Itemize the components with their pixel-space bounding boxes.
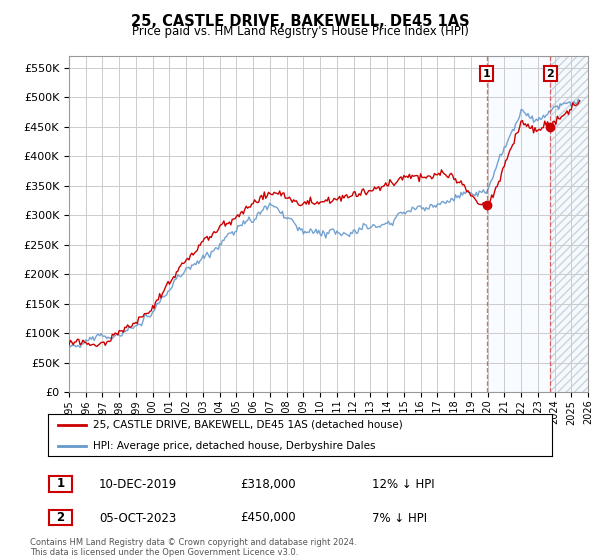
Text: £450,000: £450,000 [240, 511, 296, 525]
Text: 12% ↓ HPI: 12% ↓ HPI [372, 478, 434, 491]
Bar [487, 56, 550, 392]
Text: 7% ↓ HPI: 7% ↓ HPI [372, 511, 427, 525]
Text: 1: 1 [56, 477, 65, 491]
Text: 25, CASTLE DRIVE, BAKEWELL, DE45 1AS (detached house): 25, CASTLE DRIVE, BAKEWELL, DE45 1AS (de… [94, 420, 403, 430]
Bar [550, 56, 588, 392]
Text: 2: 2 [56, 511, 65, 524]
Text: 2: 2 [547, 69, 554, 79]
Text: HPI: Average price, detached house, Derbyshire Dales: HPI: Average price, detached house, Derb… [94, 441, 376, 451]
Text: 25, CASTLE DRIVE, BAKEWELL, DE45 1AS: 25, CASTLE DRIVE, BAKEWELL, DE45 1AS [131, 14, 469, 29]
Text: £318,000: £318,000 [240, 478, 296, 491]
Text: Price paid vs. HM Land Registry's House Price Index (HPI): Price paid vs. HM Land Registry's House … [131, 25, 469, 38]
Text: 05-OCT-2023: 05-OCT-2023 [99, 511, 176, 525]
Text: 1: 1 [483, 69, 491, 79]
Text: Contains HM Land Registry data © Crown copyright and database right 2024.
This d: Contains HM Land Registry data © Crown c… [30, 538, 356, 557]
Bar [550, 56, 588, 392]
Text: 10-DEC-2019: 10-DEC-2019 [99, 478, 177, 491]
